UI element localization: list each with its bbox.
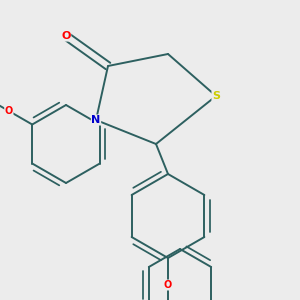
Text: S: S xyxy=(212,91,220,101)
Text: O: O xyxy=(5,106,13,116)
Text: O: O xyxy=(164,280,172,290)
Text: N: N xyxy=(92,115,100,125)
Text: O: O xyxy=(61,31,71,41)
